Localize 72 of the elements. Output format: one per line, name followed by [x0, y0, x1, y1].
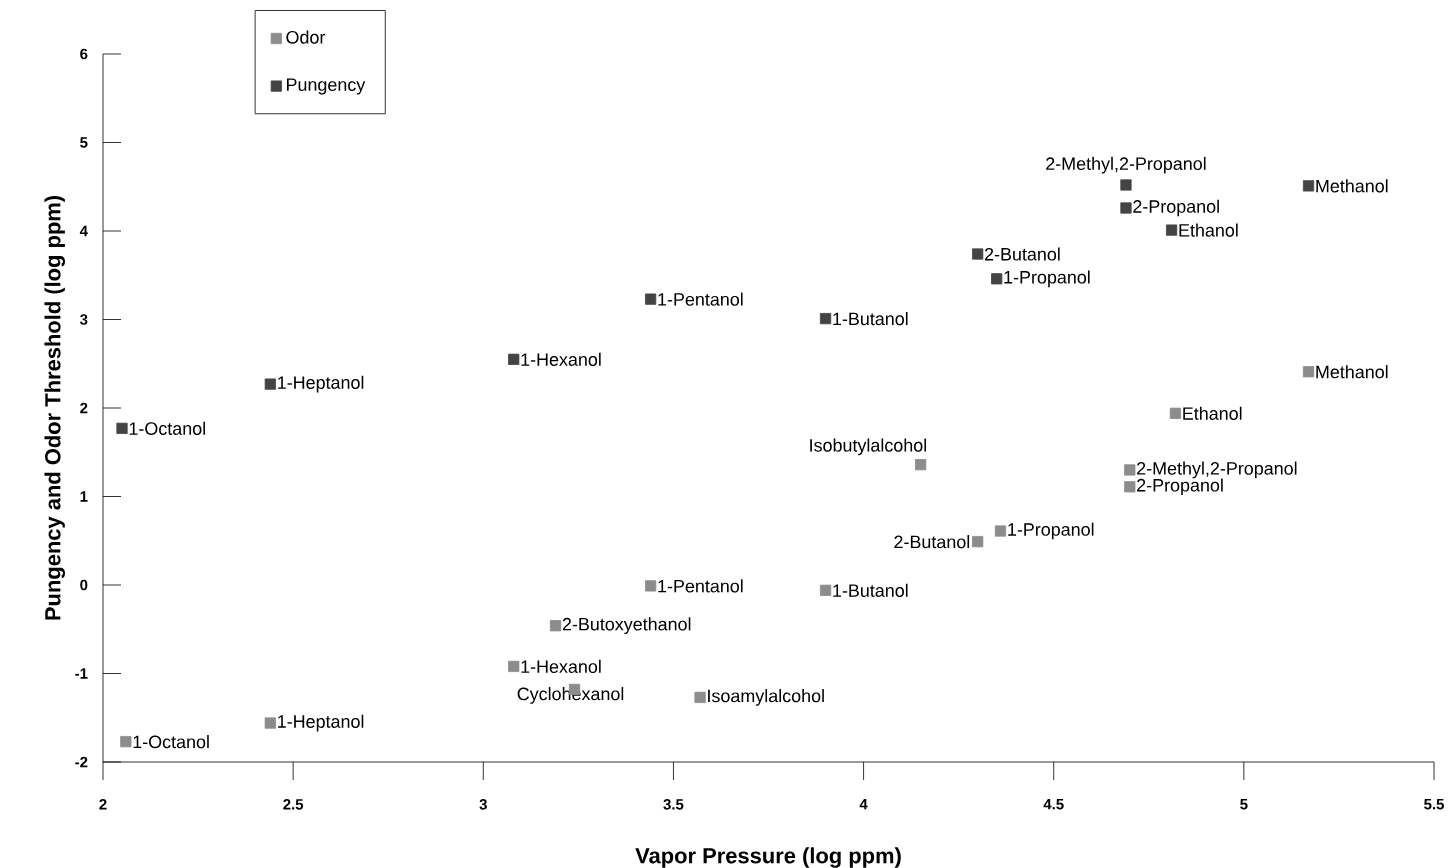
- point: [972, 248, 984, 260]
- point: [1124, 481, 1136, 493]
- point: [1120, 202, 1132, 214]
- annotation: 1-Butanol: [833, 583, 908, 597]
- annotation: 1-Octanol: [129, 421, 205, 435]
- annotation: Isobutylalcohol: [810, 438, 926, 456]
- annotation: 1-Pentanol: [658, 579, 743, 593]
- annotation: 1-Butanol: [833, 312, 908, 326]
- annotation: 1-Heptanol: [278, 375, 364, 393]
- annotation: 2-Butanol: [894, 535, 970, 549]
- point: [264, 378, 276, 390]
- point: [1302, 366, 1315, 378]
- annotation: 2-Methyl,2-Propanol: [1046, 156, 1206, 174]
- x-tick-label: 3: [479, 799, 487, 810]
- point: [972, 536, 984, 548]
- annotation: 1-Propanol: [1008, 522, 1094, 540]
- y-tick-label: 0: [80, 579, 88, 591]
- legend-label: Pungency: [286, 78, 366, 95]
- x-tick-label: 4: [859, 799, 868, 810]
- x-tick-label: 3.5: [663, 799, 684, 810]
- y-tick-label: 1: [80, 491, 88, 502]
- annotation: 1-Heptanol: [278, 714, 364, 732]
- x-tick-label: 5.5: [1424, 799, 1444, 810]
- point: [1169, 407, 1182, 419]
- point: [994, 525, 1007, 537]
- point: [1166, 224, 1178, 236]
- y-axis-title: Pungency and Odor Threshold (log ppm): [44, 195, 65, 620]
- annotation: 2-Methyl,2-Propanol: [1137, 461, 1297, 479]
- point: [549, 620, 562, 632]
- y-tick-label: 5: [80, 137, 88, 148]
- point: [1120, 179, 1132, 191]
- x-tick-label: 2: [99, 799, 107, 810]
- point: [116, 422, 128, 434]
- annotation: 1-Pentanol: [658, 292, 743, 306]
- point: [819, 313, 832, 325]
- annotation: 2-Propanol: [1133, 199, 1219, 217]
- point: [508, 660, 520, 673]
- annotation: Methanol: [1316, 179, 1388, 193]
- annotation: 1-Hexanol: [521, 659, 601, 674]
- y-tick-label: -2: [75, 756, 88, 768]
- point: [1124, 464, 1136, 476]
- annotation: 2-Propanol: [1137, 478, 1223, 496]
- annotation: Ethanol: [1183, 406, 1242, 420]
- point: [264, 717, 276, 729]
- point: [1302, 180, 1315, 192]
- point: [508, 353, 520, 365]
- point: [694, 691, 706, 703]
- x-tick-label: 2.5: [283, 799, 304, 810]
- x-tick-label: 4.5: [1043, 799, 1064, 810]
- annotation: 1-Hexanol: [521, 352, 601, 366]
- annotation: 2-Butanol: [984, 247, 1060, 261]
- point: [991, 273, 1003, 285]
- y-tick-label: -1: [75, 668, 88, 679]
- annotation: Cyclohexanol: [517, 687, 624, 704]
- point: [819, 584, 832, 596]
- annotation: 1-Propanol: [1004, 270, 1090, 288]
- y-tick-label: 6: [80, 48, 88, 60]
- y-tick-label: 3: [80, 314, 88, 325]
- annotation: Methanol: [1316, 365, 1388, 379]
- x-tick-label: 5: [1240, 799, 1248, 810]
- point: [120, 736, 132, 748]
- annotation: Isoamylalcohol: [708, 689, 824, 706]
- y-tick-label: 4: [79, 225, 88, 237]
- annotation: 1-Octanol: [133, 735, 209, 749]
- point: [645, 580, 657, 592]
- legend-label: Odor: [286, 30, 326, 44]
- point: [645, 293, 657, 305]
- annotation: Ethanol: [1179, 223, 1238, 237]
- y-tick-label: 2: [80, 402, 88, 414]
- annotation: 2-Butoxyethanol: [562, 617, 691, 635]
- x-axis-title: Vapor Pressure (log ppm): [635, 847, 901, 868]
- point: [915, 459, 927, 471]
